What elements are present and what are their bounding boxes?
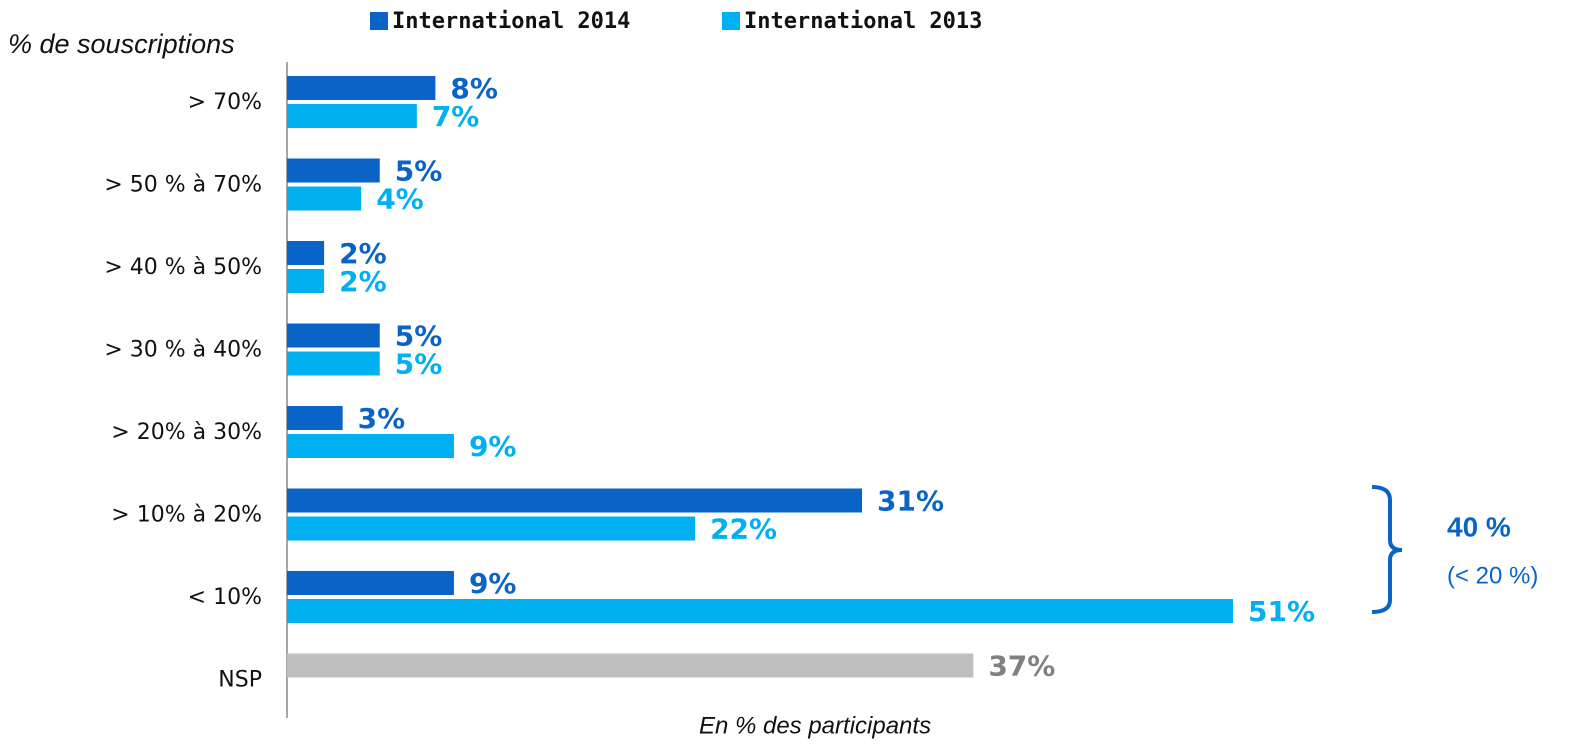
- value-label: 3%: [358, 402, 406, 435]
- value-label: 2%: [339, 237, 387, 270]
- bar: [287, 653, 974, 678]
- annotation: 40 %: [1447, 511, 1511, 542]
- bar: [287, 351, 380, 376]
- y-tick-label: > 70%: [188, 90, 262, 115]
- y-tick-label: > 10% à 20%: [111, 503, 262, 528]
- x-axis-title: En % des participants: [699, 712, 931, 739]
- bar: [287, 269, 325, 293]
- bar: [287, 186, 362, 211]
- value-label: 5%: [395, 155, 443, 188]
- annotation: (< 20 %): [1447, 562, 1538, 589]
- y-tick-label: NSP: [218, 668, 262, 693]
- value-label: 37%: [988, 650, 1055, 683]
- value-label: 2%: [339, 265, 387, 298]
- value-label: 4%: [376, 183, 424, 216]
- bar: [287, 76, 436, 100]
- value-label: 8%: [450, 72, 498, 105]
- value-label: 5%: [395, 348, 443, 381]
- value-label: 51%: [1248, 595, 1315, 628]
- bar: [287, 599, 1233, 623]
- value-label: 9%: [469, 567, 517, 600]
- bar: [287, 241, 325, 265]
- value-label: 9%: [469, 430, 517, 463]
- bar: [287, 516, 696, 541]
- bar: [287, 406, 343, 430]
- value-label: 5%: [395, 320, 443, 353]
- bar: [287, 323, 380, 348]
- y-tick-label: > 50 % à 70%: [104, 173, 262, 198]
- bar: [287, 434, 454, 458]
- bar: [287, 104, 417, 128]
- legend-swatch: [722, 12, 740, 30]
- y-axis-title: % de souscriptions: [8, 29, 235, 59]
- bar: [287, 571, 454, 595]
- legend-swatch: [370, 12, 388, 30]
- legend-label: International 2014: [392, 9, 630, 34]
- bar: [287, 488, 863, 513]
- y-tick-label: > 20% à 30%: [111, 420, 262, 445]
- y-tick-label: > 30 % à 40%: [104, 338, 262, 363]
- bracket: [1371, 485, 1403, 614]
- legend-label: International 2013: [744, 9, 982, 34]
- value-label: 7%: [432, 100, 480, 133]
- bar: [287, 158, 380, 183]
- value-label: 31%: [877, 485, 944, 518]
- value-label: 22%: [710, 513, 777, 546]
- y-tick-label: < 10%: [188, 585, 262, 610]
- y-tick-label: > 40 % à 50%: [104, 255, 262, 280]
